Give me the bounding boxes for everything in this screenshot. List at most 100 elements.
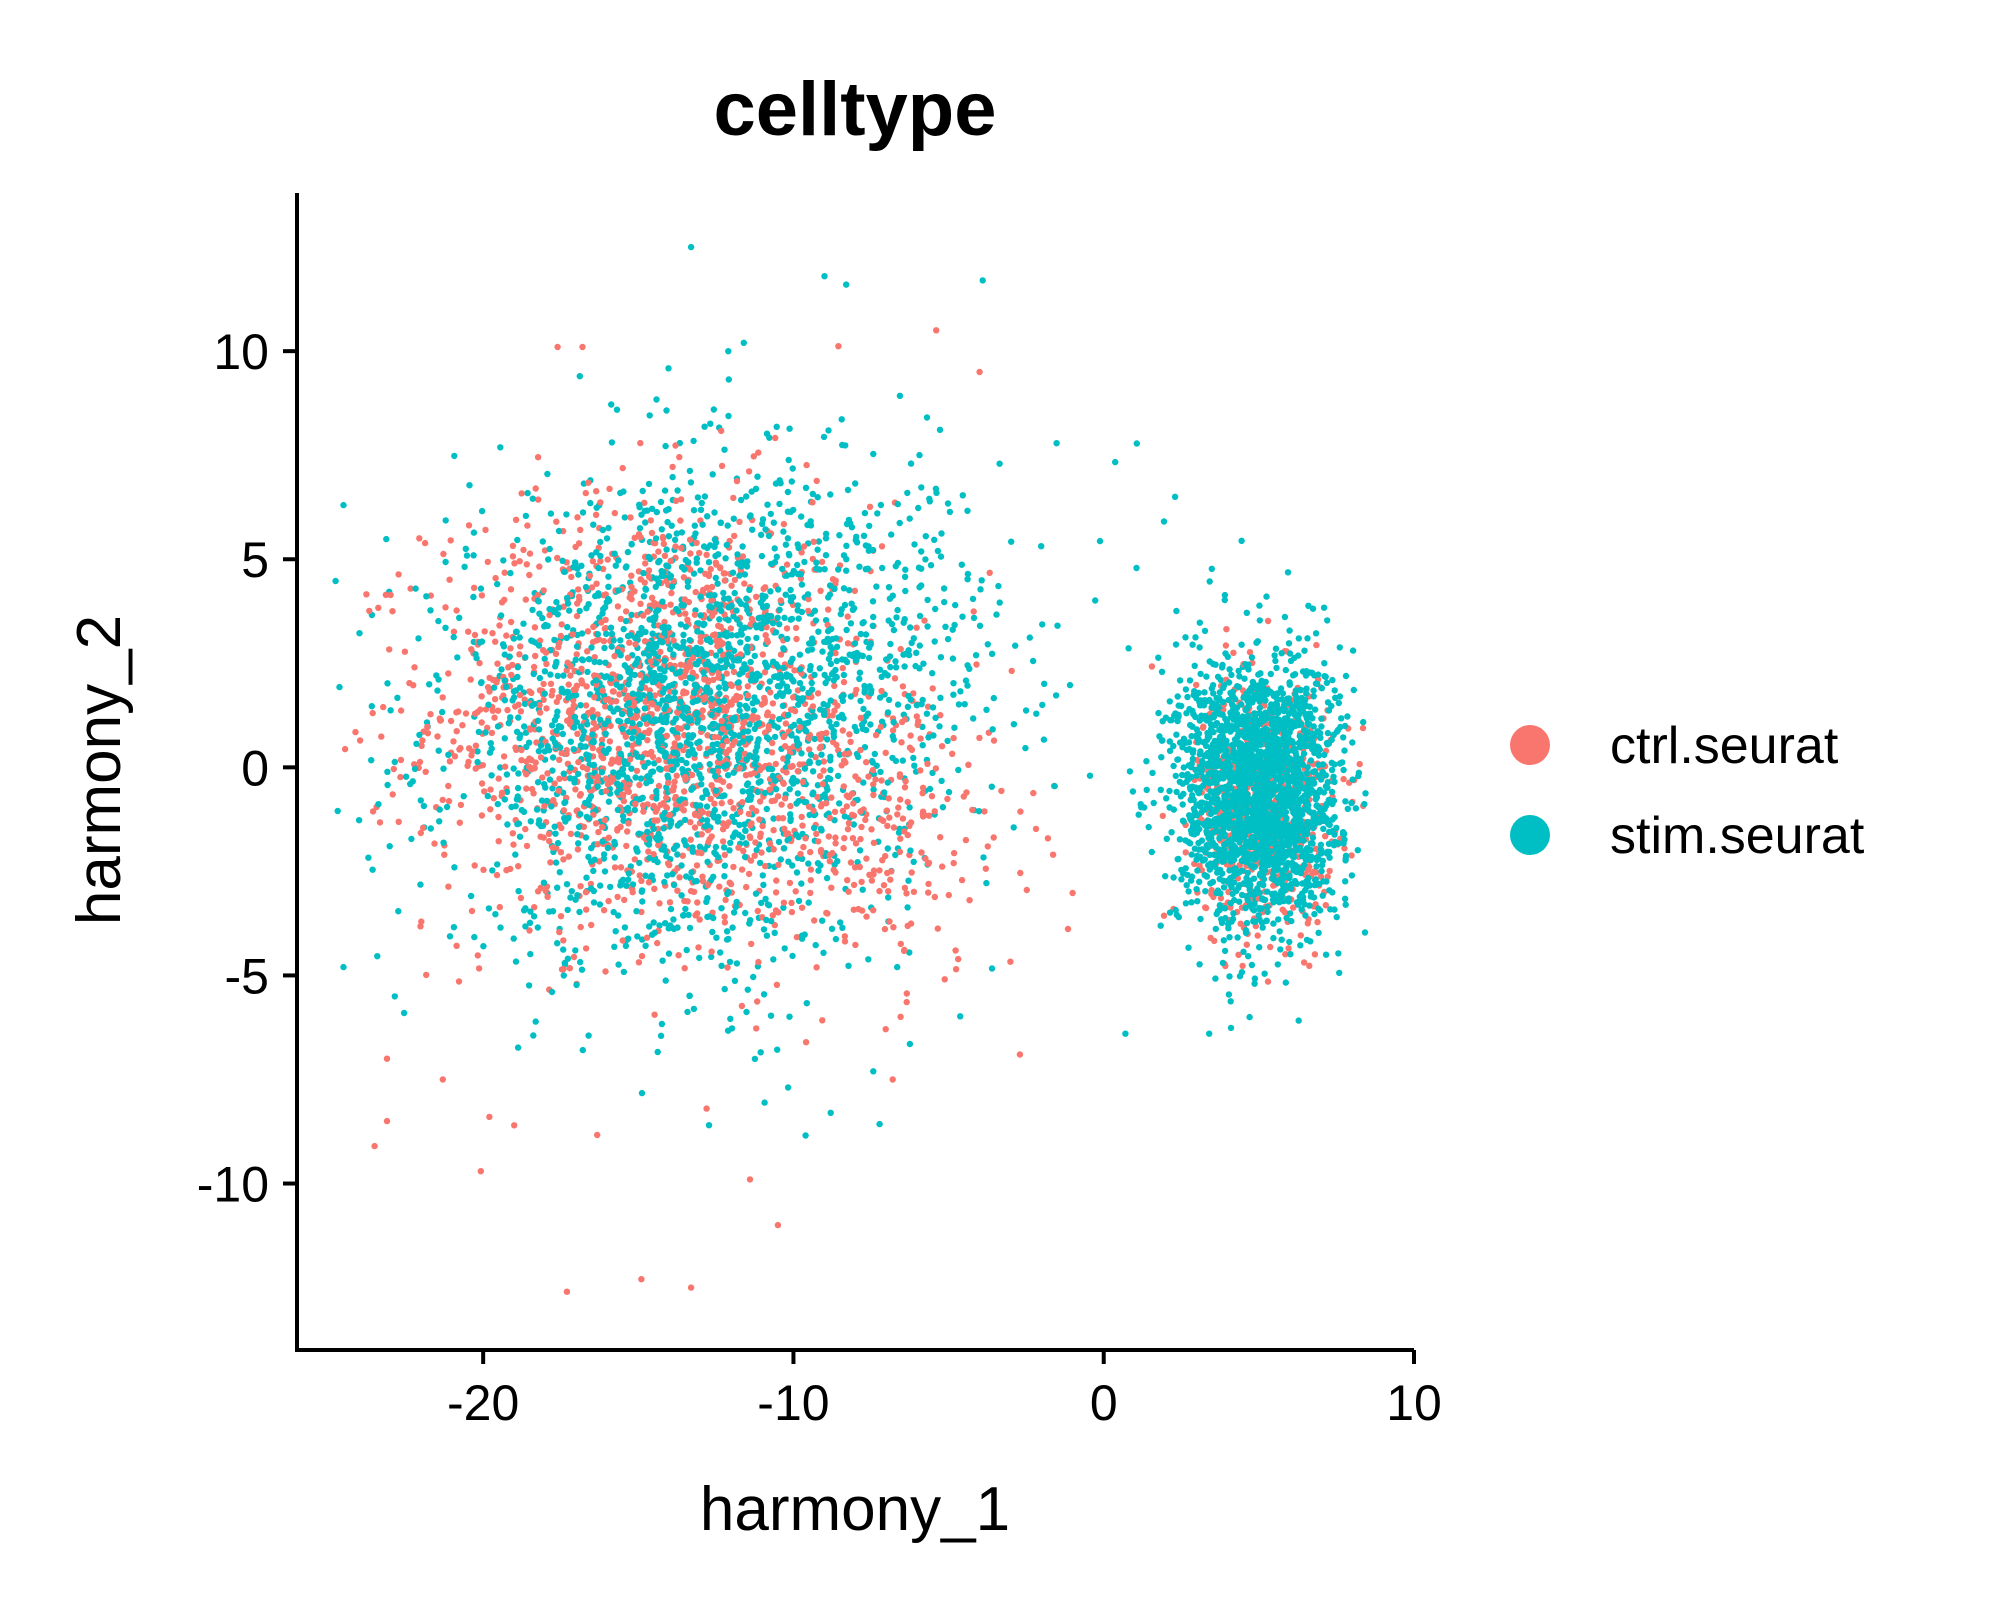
- data-point-ctrl.seurat: [495, 775, 502, 782]
- data-point-stim.seurat: [796, 717, 803, 725]
- data-point-stim.seurat: [652, 643, 660, 651]
- data-point-ctrl.seurat: [691, 824, 699, 831]
- data-point-ctrl.seurat: [591, 672, 598, 679]
- data-point-ctrl.seurat: [793, 635, 800, 643]
- data-point-stim.seurat: [589, 731, 596, 738]
- data-point-ctrl.seurat: [915, 718, 922, 725]
- data-point-stim.seurat: [787, 815, 794, 822]
- data-point-stim.seurat: [681, 837, 688, 844]
- data-point-ctrl.seurat: [482, 706, 490, 713]
- data-point-stim.seurat: [682, 679, 689, 687]
- data-point-stim.seurat: [520, 620, 527, 627]
- data-point-stim.seurat: [485, 701, 492, 708]
- data-point-ctrl.seurat: [407, 585, 414, 592]
- data-point-stim.seurat: [822, 530, 830, 537]
- data-point-stim.seurat: [744, 606, 751, 614]
- data-point-ctrl.seurat: [865, 773, 872, 780]
- data-point-ctrl.seurat: [528, 756, 535, 764]
- data-point-stim.seurat: [873, 762, 880, 769]
- data-point-ctrl.seurat: [878, 543, 886, 550]
- data-point-stim.seurat: [860, 532, 868, 539]
- data-point-stim.seurat: [811, 735, 818, 743]
- data-point-stim.seurat: [723, 761, 730, 768]
- data-point-ctrl.seurat: [418, 918, 425, 925]
- data-point-stim.seurat: [815, 538, 822, 545]
- data-point-ctrl.seurat: [897, 796, 904, 803]
- data-point-stim.seurat: [515, 820, 523, 827]
- data-point-stim.seurat: [442, 517, 449, 524]
- data-point-ctrl.seurat: [799, 822, 806, 829]
- data-point-stim.seurat: [577, 702, 584, 709]
- data-point-stim.seurat: [473, 654, 480, 662]
- data-point-stim.seurat: [409, 778, 416, 785]
- data-point-stim.seurat: [669, 871, 676, 878]
- data-point-stim.seurat: [522, 905, 529, 912]
- data-point-stim.seurat: [617, 750, 624, 757]
- data-point-stim.seurat: [619, 725, 626, 733]
- data-point-stim.seurat: [689, 699, 696, 706]
- data-point-stim.seurat: [644, 714, 652, 721]
- data-point-ctrl.seurat: [494, 707, 502, 714]
- data-point-ctrl.seurat: [584, 765, 591, 773]
- data-point-stim.seurat: [667, 574, 674, 581]
- data-point-stim.seurat: [332, 577, 339, 585]
- data-point-stim.seurat: [670, 719, 677, 726]
- data-point-ctrl.seurat: [763, 637, 771, 644]
- data-point-stim.seurat: [777, 856, 784, 863]
- data-point-stim.seurat: [648, 872, 655, 879]
- data-point-ctrl.seurat: [632, 800, 639, 807]
- data-point-ctrl.seurat: [897, 940, 904, 948]
- data-point-stim.seurat: [552, 830, 559, 837]
- data-point-stim.seurat: [607, 704, 614, 712]
- data-point-stim.seurat: [649, 768, 657, 775]
- data-point-ctrl.seurat: [589, 558, 597, 565]
- data-point-ctrl.seurat: [848, 790, 856, 797]
- data-point-ctrl.seurat: [931, 808, 938, 815]
- data-point-stim.seurat: [682, 623, 690, 630]
- data-point-ctrl.seurat: [1311, 951, 1319, 958]
- data-point-ctrl.seurat: [645, 879, 653, 886]
- data-point-ctrl.seurat: [575, 593, 583, 600]
- data-point-stim.seurat: [1256, 704, 1264, 712]
- data-point-stim.seurat: [561, 799, 568, 807]
- data-point-stim.seurat: [443, 803, 451, 811]
- data-point-ctrl.seurat: [919, 790, 926, 797]
- data-point-stim.seurat: [815, 628, 822, 635]
- data-point-ctrl.seurat: [1007, 958, 1014, 965]
- data-point-ctrl.seurat: [687, 550, 694, 557]
- data-point-stim.seurat: [1066, 681, 1074, 689]
- data-point-ctrl.seurat: [507, 586, 515, 593]
- data-point-stim.seurat: [436, 818, 443, 825]
- data-point-stim.seurat: [1125, 645, 1132, 652]
- data-point-ctrl.seurat: [913, 624, 920, 631]
- data-point-stim.seurat: [955, 701, 963, 708]
- data-point-stim.seurat: [662, 920, 669, 927]
- data-point-stim.seurat: [661, 816, 668, 823]
- data-point-stim.seurat: [571, 779, 578, 786]
- data-point-stim.seurat: [673, 643, 681, 650]
- data-point-stim.seurat: [646, 555, 654, 563]
- data-point-stim.seurat: [387, 707, 394, 714]
- data-point-ctrl.seurat: [555, 694, 563, 701]
- data-point-stim.seurat: [1039, 701, 1046, 709]
- data-point-stim.seurat: [497, 764, 504, 771]
- data-point-ctrl.seurat: [787, 802, 794, 810]
- data-point-ctrl.seurat: [383, 1117, 391, 1125]
- data-point-stim.seurat: [654, 1048, 661, 1056]
- data-point-stim.seurat: [894, 606, 901, 614]
- data-point-stim.seurat: [567, 764, 574, 771]
- data-point-stim.seurat: [749, 700, 756, 707]
- data-point-stim.seurat: [513, 628, 520, 635]
- data-point-ctrl.seurat: [751, 852, 758, 859]
- data-point-ctrl.seurat: [631, 699, 638, 707]
- data-point-stim.seurat: [534, 717, 542, 724]
- data-point-stim.seurat: [1174, 756, 1182, 763]
- data-point-ctrl.seurat: [582, 702, 590, 709]
- data-point-stim.seurat: [1216, 689, 1224, 696]
- data-point-stim.seurat: [735, 655, 742, 663]
- data-point-ctrl.seurat: [611, 509, 618, 517]
- data-point-stim.seurat: [750, 973, 757, 981]
- data-point-stim.seurat: [334, 807, 341, 815]
- data-point-stim.seurat: [595, 592, 602, 599]
- data-point-stim.seurat: [554, 884, 561, 891]
